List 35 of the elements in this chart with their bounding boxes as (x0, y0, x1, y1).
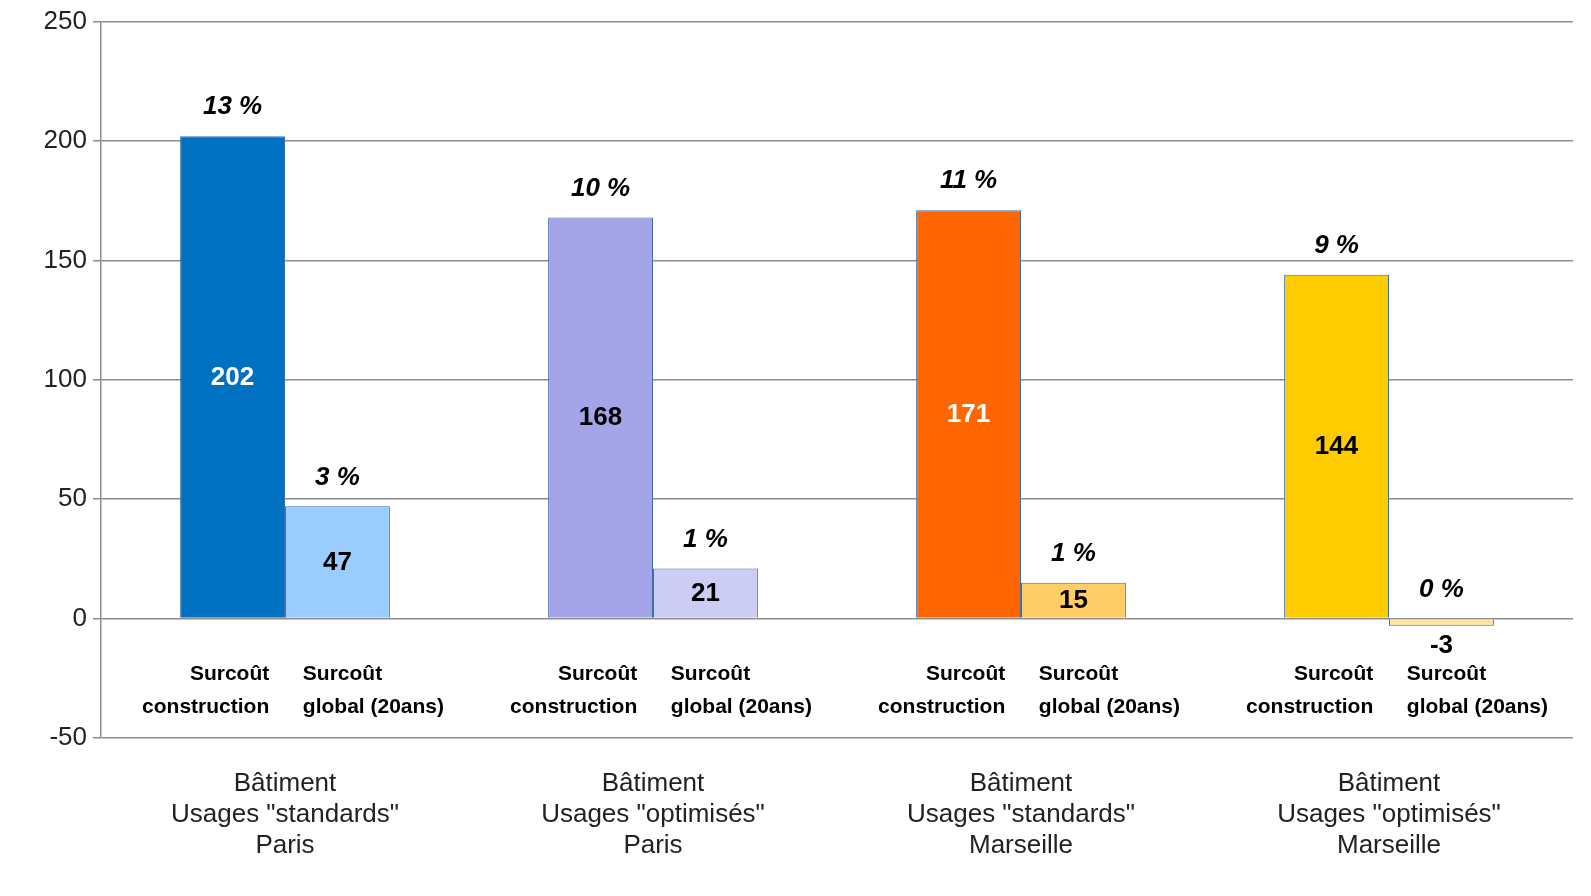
text: Surcoût construction (510, 661, 638, 718)
y-tick-label: 100 (43, 362, 87, 393)
data-label: -3 (1429, 628, 1453, 659)
annotation: 1 % (1051, 536, 1096, 567)
data-label: 168 (578, 401, 623, 432)
x-tick-label: Bâtiment Usages "standards" Paris (170, 766, 400, 860)
data-label: 202 (210, 360, 255, 391)
y-tick-label: 250 (43, 4, 87, 35)
x-tick-label: Bâtiment Usages "optimisés" Marseille (1277, 766, 1501, 860)
x-tick-label: Bâtiment Usages "optimisés" Paris (541, 766, 765, 860)
text: Surcoût global (20ans) (1038, 661, 1181, 718)
data-label: 144 (1314, 429, 1359, 460)
annotation: 13 % (202, 90, 263, 121)
annotation: 9 % (1314, 228, 1359, 259)
annotation: 3 % (315, 460, 360, 491)
data-label: 47 (322, 545, 352, 576)
annotation: 1 % (683, 522, 728, 553)
text: Surcoût global (20ans) (670, 661, 813, 718)
text: Surcoût global (20ans) (302, 661, 445, 718)
text: Surcoût construction (142, 661, 270, 718)
x-tick-label: Bâtiment Usages "standards" Marseille (906, 766, 1136, 860)
y-tick-label: 0 (72, 601, 87, 632)
y-tick-label: -50 (49, 721, 87, 752)
text: Surcoût construction (1246, 661, 1374, 718)
annotation: 11 % (939, 164, 998, 195)
annotation: 10 % (570, 171, 631, 202)
annotation: 0 % (1419, 572, 1464, 603)
y-tick-label: 50 (58, 482, 87, 513)
y-tick-label: 150 (43, 243, 87, 274)
series-label: Surcoût global (20ans) (1406, 661, 1549, 718)
data-label: 15 (1058, 583, 1088, 614)
y-tick-label: 200 (43, 124, 87, 155)
data-label: 171 (946, 397, 991, 428)
text: Surcoût construction (878, 661, 1006, 718)
data-label: 21 (690, 576, 720, 607)
